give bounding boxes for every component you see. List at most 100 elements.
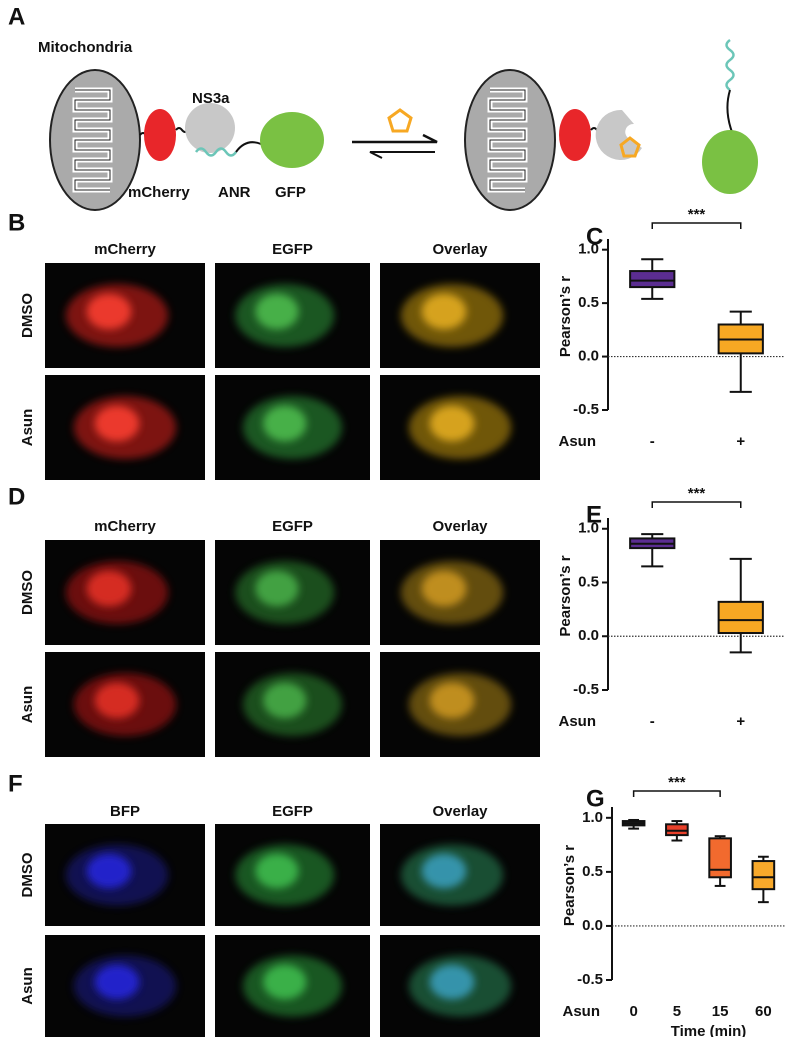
column-header: EGFP xyxy=(272,241,313,258)
micrograph xyxy=(215,652,370,757)
y-tick-label: 1.0 xyxy=(578,241,599,258)
arrow xyxy=(352,133,438,144)
mcherry xyxy=(144,109,176,161)
column-header: Overlay xyxy=(432,803,488,820)
y-tick-label: -0.5 xyxy=(573,401,599,418)
x-tick-label: + xyxy=(736,713,745,730)
y-tick-label: 0.0 xyxy=(578,348,599,365)
micrograph xyxy=(215,824,370,926)
ns3a xyxy=(595,109,642,160)
significance-label: *** xyxy=(688,206,706,223)
gfp xyxy=(260,112,324,168)
micrograph xyxy=(215,263,370,368)
row-label: DMSO xyxy=(19,570,36,615)
micrograph xyxy=(45,935,205,1037)
column-header: Overlay xyxy=(432,241,488,258)
x-axis-label: Time (min) xyxy=(671,1023,747,1037)
micrograph xyxy=(215,935,370,1037)
micrograph xyxy=(45,540,205,645)
micrograph xyxy=(45,652,205,757)
cell-core xyxy=(421,570,467,607)
x-tick-label: 60 xyxy=(755,1003,772,1020)
drug xyxy=(387,108,413,133)
ns3a xyxy=(185,103,235,153)
box xyxy=(629,270,676,289)
box xyxy=(708,837,732,879)
cell-core xyxy=(86,293,132,330)
cell-core xyxy=(255,293,299,330)
y-tick-label: -0.5 xyxy=(573,681,599,698)
significance-label: *** xyxy=(668,774,686,791)
row-label: Asun xyxy=(19,686,36,724)
micrograph xyxy=(380,652,540,757)
micrograph xyxy=(45,375,205,480)
cell-core xyxy=(255,570,299,607)
y-tick-label: 0.0 xyxy=(582,917,603,934)
micrograph xyxy=(215,540,370,645)
box xyxy=(751,860,776,891)
panel-label: B xyxy=(8,209,25,236)
cell-core xyxy=(94,405,140,442)
anr xyxy=(194,147,238,157)
x-tick-label: - xyxy=(650,713,655,730)
arrow xyxy=(369,151,435,159)
micrograph xyxy=(380,263,540,368)
panel-label: F xyxy=(8,770,23,797)
mitochondrion xyxy=(49,69,141,211)
cell-core xyxy=(421,293,467,330)
x-tick-label: - xyxy=(650,433,655,450)
box xyxy=(717,600,764,635)
panel-label: D xyxy=(8,483,25,510)
y-tick-label: 0.5 xyxy=(578,294,599,311)
column-header: EGFP xyxy=(272,518,313,535)
panel-label: A xyxy=(8,3,25,30)
micrograph xyxy=(380,935,540,1037)
y-tick-label: 1.0 xyxy=(578,520,599,537)
y-tick-label: 1.0 xyxy=(582,809,603,826)
panel-label: G xyxy=(586,785,605,812)
cell-core xyxy=(263,964,307,1000)
y-tick-label: 0.0 xyxy=(578,627,599,644)
cell-core xyxy=(86,570,132,607)
row-label: Asun xyxy=(563,1003,601,1020)
cell-core xyxy=(255,853,299,889)
row-label: Asun xyxy=(559,713,597,730)
y-axis-label: Pearson’s r xyxy=(561,845,578,926)
cell-core xyxy=(421,853,467,889)
micrograph xyxy=(380,375,540,480)
panel-label: C xyxy=(586,223,603,250)
row-label: Asun xyxy=(19,409,36,447)
row-label: Asun xyxy=(19,967,36,1005)
drug xyxy=(619,136,641,158)
x-tick-label: 5 xyxy=(673,1003,681,1020)
mcherry xyxy=(559,109,591,161)
diagram-label: GFP xyxy=(275,184,306,201)
y-tick-label: 0.5 xyxy=(582,863,603,880)
diagram: A Mitochondria NS3a mCherry ANR GFP xyxy=(8,3,758,211)
y-axis-label: Pearson’s r xyxy=(557,276,574,357)
mitochondrion xyxy=(464,69,556,211)
significance-bracket xyxy=(651,501,742,508)
cell-core xyxy=(263,405,307,442)
gfp xyxy=(702,130,758,194)
x-tick-label: 0 xyxy=(629,1003,637,1020)
cell-core xyxy=(429,405,475,442)
row-label: DMSO xyxy=(19,293,36,338)
column-header: mCherry xyxy=(94,518,156,535)
diagram-title: Mitochondria xyxy=(38,39,133,56)
micrograph xyxy=(380,540,540,645)
significance-bracket xyxy=(632,790,721,797)
linker xyxy=(235,141,262,153)
significance-label: *** xyxy=(688,485,706,502)
linker xyxy=(726,89,733,133)
cell-core xyxy=(429,682,475,719)
micrograph xyxy=(45,263,205,368)
micrograph xyxy=(380,824,540,926)
box xyxy=(665,823,689,837)
significance-bracket xyxy=(651,222,742,229)
y-axis-label: Pearson’s r xyxy=(557,555,574,636)
micrograph xyxy=(45,824,205,926)
x-tick-label: + xyxy=(736,433,745,450)
cell-core xyxy=(94,964,140,1000)
